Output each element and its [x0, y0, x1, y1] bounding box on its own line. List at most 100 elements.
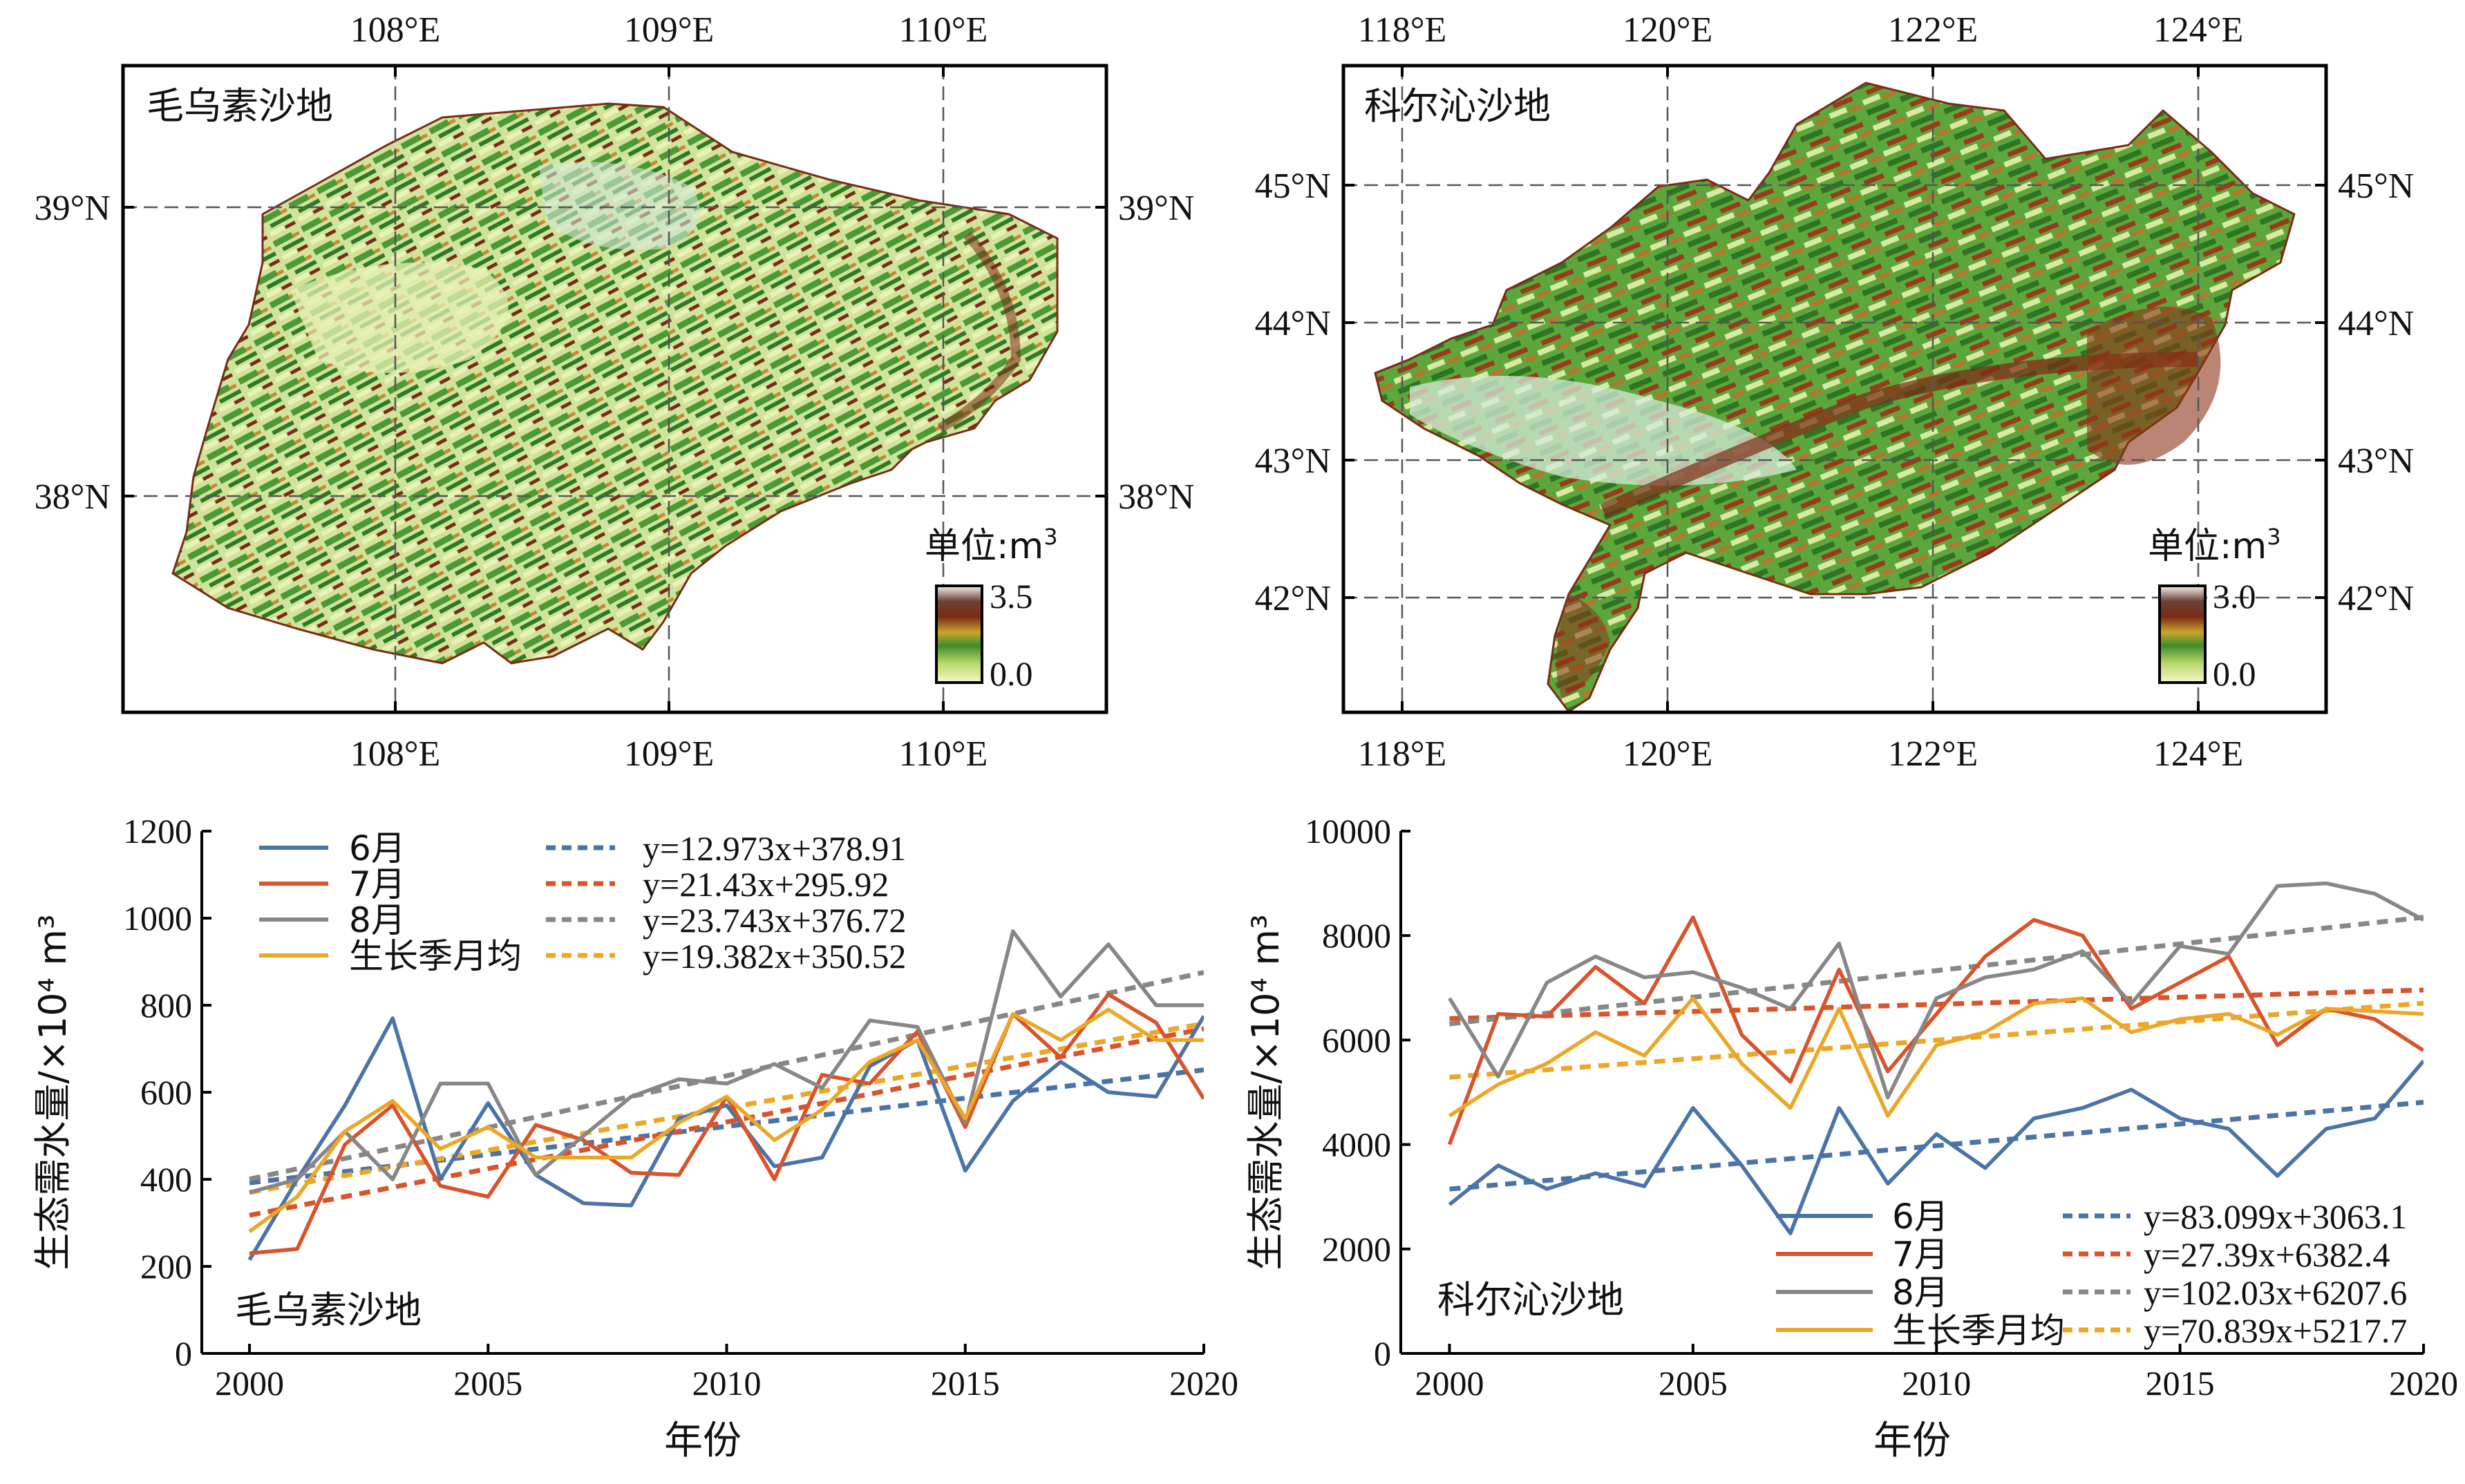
trend-line — [249, 970, 1204, 1182]
map-panel-mu-us: 108°E 109°E 110°E 108°E 109°E 110°E 39°N… — [35, 10, 1195, 774]
horqin-region-shape — [1374, 82, 2296, 712]
y-axis-title: 生态需水量/×10⁴ m³ — [1244, 914, 1287, 1270]
map-xticks-bottom-horqin: 118°E 120°E 122°E 124°E — [1358, 734, 2244, 774]
y-tick-label: 39°N — [35, 189, 111, 228]
y-tick-label: 6000 — [1322, 1020, 1391, 1059]
map-yticks-right-mu-us: 39°N 38°N — [1118, 189, 1194, 517]
legend-equation: y=102.03x+6207.6 — [2144, 1273, 2407, 1312]
series-line — [1448, 881, 2424, 1100]
legend-series-label: 8月 — [1892, 1273, 1949, 1313]
y-tick-label: 4000 — [1322, 1125, 1391, 1164]
legend-series-label: 6月 — [349, 828, 406, 868]
trend-line — [249, 1067, 1204, 1186]
colorbar-max-label: 3.5 — [990, 577, 1033, 616]
trend-line — [1449, 1000, 2424, 1080]
trend-line — [249, 1021, 1204, 1195]
legend-series-label: 7月 — [1892, 1235, 1949, 1275]
y-tick-label: 10000 — [1305, 812, 1391, 850]
map-ticks-horqin — [1343, 66, 2326, 712]
x-tick-label: 2020 — [1169, 1364, 1238, 1402]
y-tick-label: 38°N — [35, 477, 111, 517]
y-tick-label: 39°N — [1118, 189, 1194, 228]
map-xticks-top-mu-us: 108°E 109°E 110°E — [350, 10, 988, 50]
legend-equation: y=19.382x+350.52 — [643, 937, 906, 976]
series-line — [1448, 996, 2424, 1118]
y-tick-label: 44°N — [2338, 304, 2414, 343]
legend-equation: y=12.973x+378.91 — [643, 829, 906, 868]
map-raster-mu-us — [171, 102, 1059, 665]
map-yticks-left-mu-us: 39°N 38°N — [35, 189, 111, 517]
x-tick-label: 108°E — [350, 734, 441, 774]
legend-equation: y=23.743x+376.72 — [643, 901, 906, 940]
y-tick-label: 44°N — [1255, 304, 1331, 343]
x-tick-label: 108°E — [350, 10, 441, 50]
series-line — [247, 1015, 1204, 1261]
x-tick-label: 2015 — [931, 1364, 1000, 1402]
legend-equation: y=83.099x+3063.1 — [2144, 1197, 2407, 1236]
legend-series-label: 生长季月均 — [1892, 1311, 2065, 1351]
x-tick-label: 2000 — [215, 1364, 284, 1402]
x-tick-label: 109°E — [624, 734, 715, 774]
series-line — [1448, 1059, 2424, 1235]
line-chart-mu-us: 0 200 400 600 800 1000 1200 2000 2005 2010 2015 202… — [31, 812, 1238, 1463]
x-tick-label: 2005 — [1659, 1364, 1728, 1402]
colorbar-min-label: 0.0 — [990, 654, 1033, 693]
colorbar-max-label: 3.0 — [2213, 577, 2256, 616]
y-axis-title: 生态需水量/×10⁴ m³ — [31, 914, 75, 1270]
colorbar — [2158, 584, 2207, 684]
x-axis-title: 年份 — [1873, 1418, 1951, 1463]
mu-us-sand-patch-2 — [539, 162, 701, 250]
y-tick-label: 1000 — [123, 899, 192, 938]
series-line — [249, 929, 1204, 1195]
map-panel-horqin: 118°E 120°E 122°E 124°E 118°E 120°E 122°… — [1255, 10, 2415, 774]
legend-series-label: 6月 — [1892, 1197, 1949, 1237]
map-raster-horqin — [1374, 82, 2296, 712]
horqin-brown-east — [2087, 307, 2221, 465]
map-legend-mu-us: 单位:m3 3.5 0.0 — [925, 524, 1058, 693]
x-tick-label: 109°E — [624, 10, 715, 50]
y-tick-label: 42°N — [1255, 579, 1331, 618]
y-tick-label: 200 — [140, 1247, 192, 1286]
x-tick-label: 124°E — [2153, 10, 2244, 50]
line-chart-horqin: 0 2000 4000 6000 8000 10000 2000 2005 2010 2015 20… — [1244, 812, 2458, 1463]
x-tick-label: 122°E — [1888, 10, 1978, 50]
colorbar-min-label: 0.0 — [2213, 654, 2256, 693]
map-frame-horqin — [1341, 64, 2328, 714]
x-tick-label: 2010 — [1902, 1364, 1971, 1402]
legend-equation: y=21.43x+295.92 — [643, 865, 889, 904]
y-tick-label: 42°N — [2338, 579, 2414, 618]
colorbar — [935, 584, 983, 684]
trend-line — [249, 1026, 1204, 1218]
map-yticks-right-horqin: 45°N 44°N 43°N 42°N — [2338, 167, 2414, 618]
y-tick-label: 1200 — [123, 812, 192, 850]
map-xticks-bottom-mu-us: 108°E 109°E 110°E — [350, 734, 988, 774]
x-tick-label: 118°E — [1358, 734, 1447, 774]
mu-us-region-shape — [171, 102, 1059, 665]
y-tick-label: 400 — [140, 1160, 192, 1199]
x-tick-label: 2020 — [2389, 1364, 2458, 1402]
horqin-brown-south — [1556, 594, 1610, 698]
legend-series-label: 8月 — [349, 900, 406, 940]
plot-area — [247, 929, 1204, 1261]
y-tick-label: 8000 — [1322, 916, 1391, 955]
map-ticks-mu-us — [123, 66, 1106, 712]
legend-equation: y=27.39x+6382.4 — [2144, 1235, 2390, 1274]
x-tick-label: 110°E — [899, 10, 988, 50]
chart-region-label: 毛乌素沙地 — [235, 1288, 422, 1332]
y-tick-label: 43°N — [1255, 441, 1331, 481]
x-tick-label: 118°E — [1358, 10, 1447, 50]
trend-line — [1449, 987, 2424, 1021]
x-tick-label: 2000 — [1415, 1364, 1484, 1402]
map-yticks-left-horqin: 45°N 44°N 43°N 42°N — [1255, 167, 1331, 618]
y-tick-label: 45°N — [2338, 167, 2414, 206]
series-line — [1447, 915, 2424, 1145]
legend-unit-label: 单位:m3 — [925, 524, 1058, 567]
x-tick-label: 110°E — [899, 734, 988, 774]
map-frame-mu-us — [121, 64, 1108, 714]
x-tick-label: 2015 — [2146, 1364, 2215, 1402]
series-line — [248, 1007, 1204, 1233]
x-axis-title: 年份 — [664, 1418, 742, 1463]
x-tick-label: 124°E — [2153, 734, 2244, 774]
x-tick-label: 2005 — [453, 1364, 522, 1402]
